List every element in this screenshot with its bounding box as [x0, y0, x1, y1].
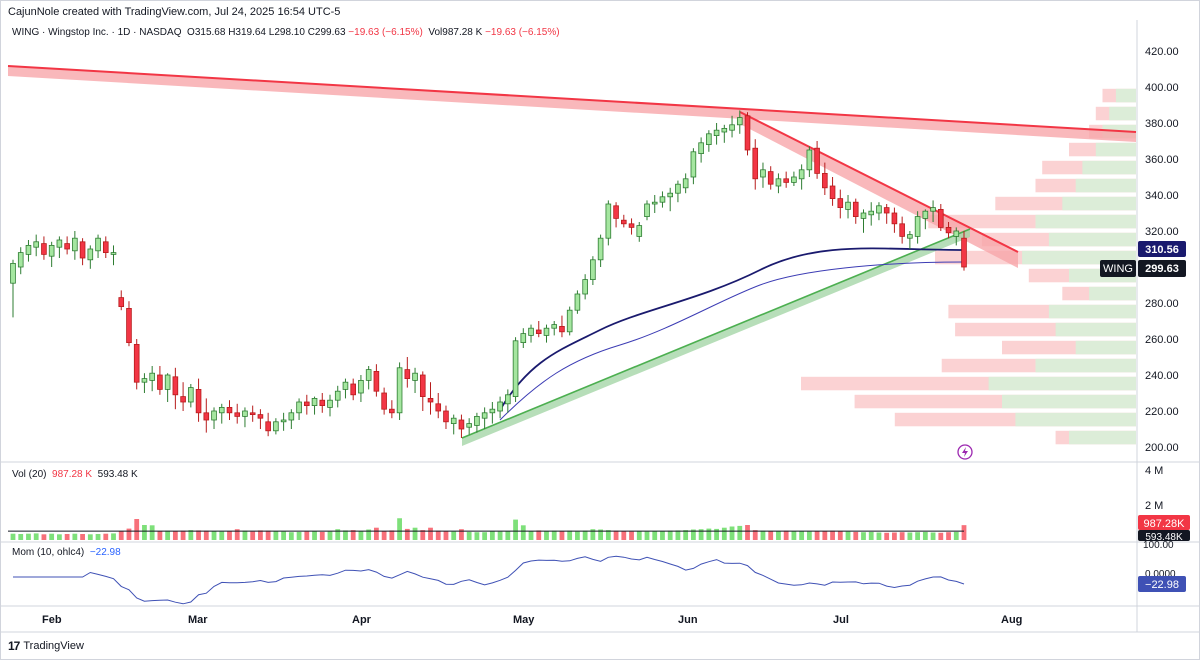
volume-legend-ma: 593.48 K	[97, 469, 138, 480]
footer-brand: TradingView	[23, 640, 84, 652]
symbol-legend[interactable]: WING · Wingstop Inc. · 1D · NASDAQ O315.…	[12, 27, 560, 38]
legend-ohlc: O315.68 H319.64 L298.10 C299.63	[187, 27, 346, 38]
volume-legend-value: 987.28 K	[52, 469, 93, 480]
momentum-legend-value: −22.98	[89, 547, 121, 558]
legend-change: −19.63 (−6.15%)	[348, 27, 423, 38]
legend-volume-change: −19.63 (−6.15%)	[485, 27, 560, 38]
tradingview-logo-icon: 17	[8, 639, 20, 653]
momentum-legend[interactable]: Mom (10, ohlc4) −22.98	[12, 547, 121, 558]
footer[interactable]: 17 TradingView	[8, 639, 84, 653]
attribution: CajunNole created with TradingView.com, …	[8, 6, 341, 18]
legend-volume: Vol987.28 K	[428, 27, 483, 38]
volume-legend-label: Vol (20)	[12, 469, 47, 480]
legend-symbol: WING · Wingstop Inc. · 1D · NASDAQ	[12, 27, 182, 38]
volume-legend[interactable]: Vol (20) 987.28 K 593.48 K	[12, 469, 138, 480]
momentum-legend-label: Mom (10, ohlc4)	[12, 547, 85, 558]
